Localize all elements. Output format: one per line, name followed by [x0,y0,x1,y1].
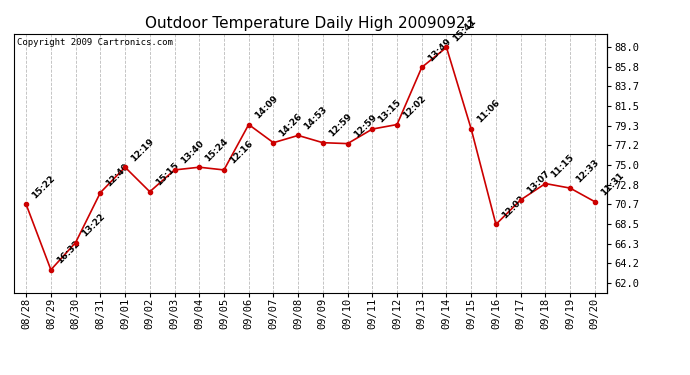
Text: 13:40: 13:40 [179,139,206,166]
Text: 14:26: 14:26 [277,112,304,138]
Text: 12:59: 12:59 [327,112,354,138]
Text: 15:41: 15:41 [451,16,477,43]
Text: 12:16: 12:16 [228,139,255,166]
Text: 13:15: 13:15 [377,98,403,125]
Text: 12:02: 12:02 [500,194,526,220]
Text: 12:40: 12:40 [104,162,131,189]
Text: 12:59: 12:59 [352,113,378,140]
Text: 13:49: 13:49 [426,36,453,63]
Text: 12:02: 12:02 [401,94,428,120]
Text: 12:33: 12:33 [574,158,601,184]
Text: 15:15: 15:15 [154,161,181,188]
Text: 11:15: 11:15 [549,153,576,179]
Text: 15:24: 15:24 [204,136,230,163]
Text: Copyright 2009 Cartronics.com: Copyright 2009 Cartronics.com [17,38,172,46]
Text: 12:19: 12:19 [129,136,156,163]
Title: Outdoor Temperature Daily High 20090921: Outdoor Temperature Daily High 20090921 [146,16,475,31]
Text: 14:53: 14:53 [302,105,329,131]
Text: 13:07: 13:07 [525,169,551,196]
Text: 11:31: 11:31 [599,171,626,198]
Text: 13:22: 13:22 [80,212,106,238]
Text: 16:32: 16:32 [55,239,81,266]
Text: 14:09: 14:09 [253,94,279,120]
Text: 11:06: 11:06 [475,98,502,125]
Text: 15:22: 15:22 [30,174,57,200]
